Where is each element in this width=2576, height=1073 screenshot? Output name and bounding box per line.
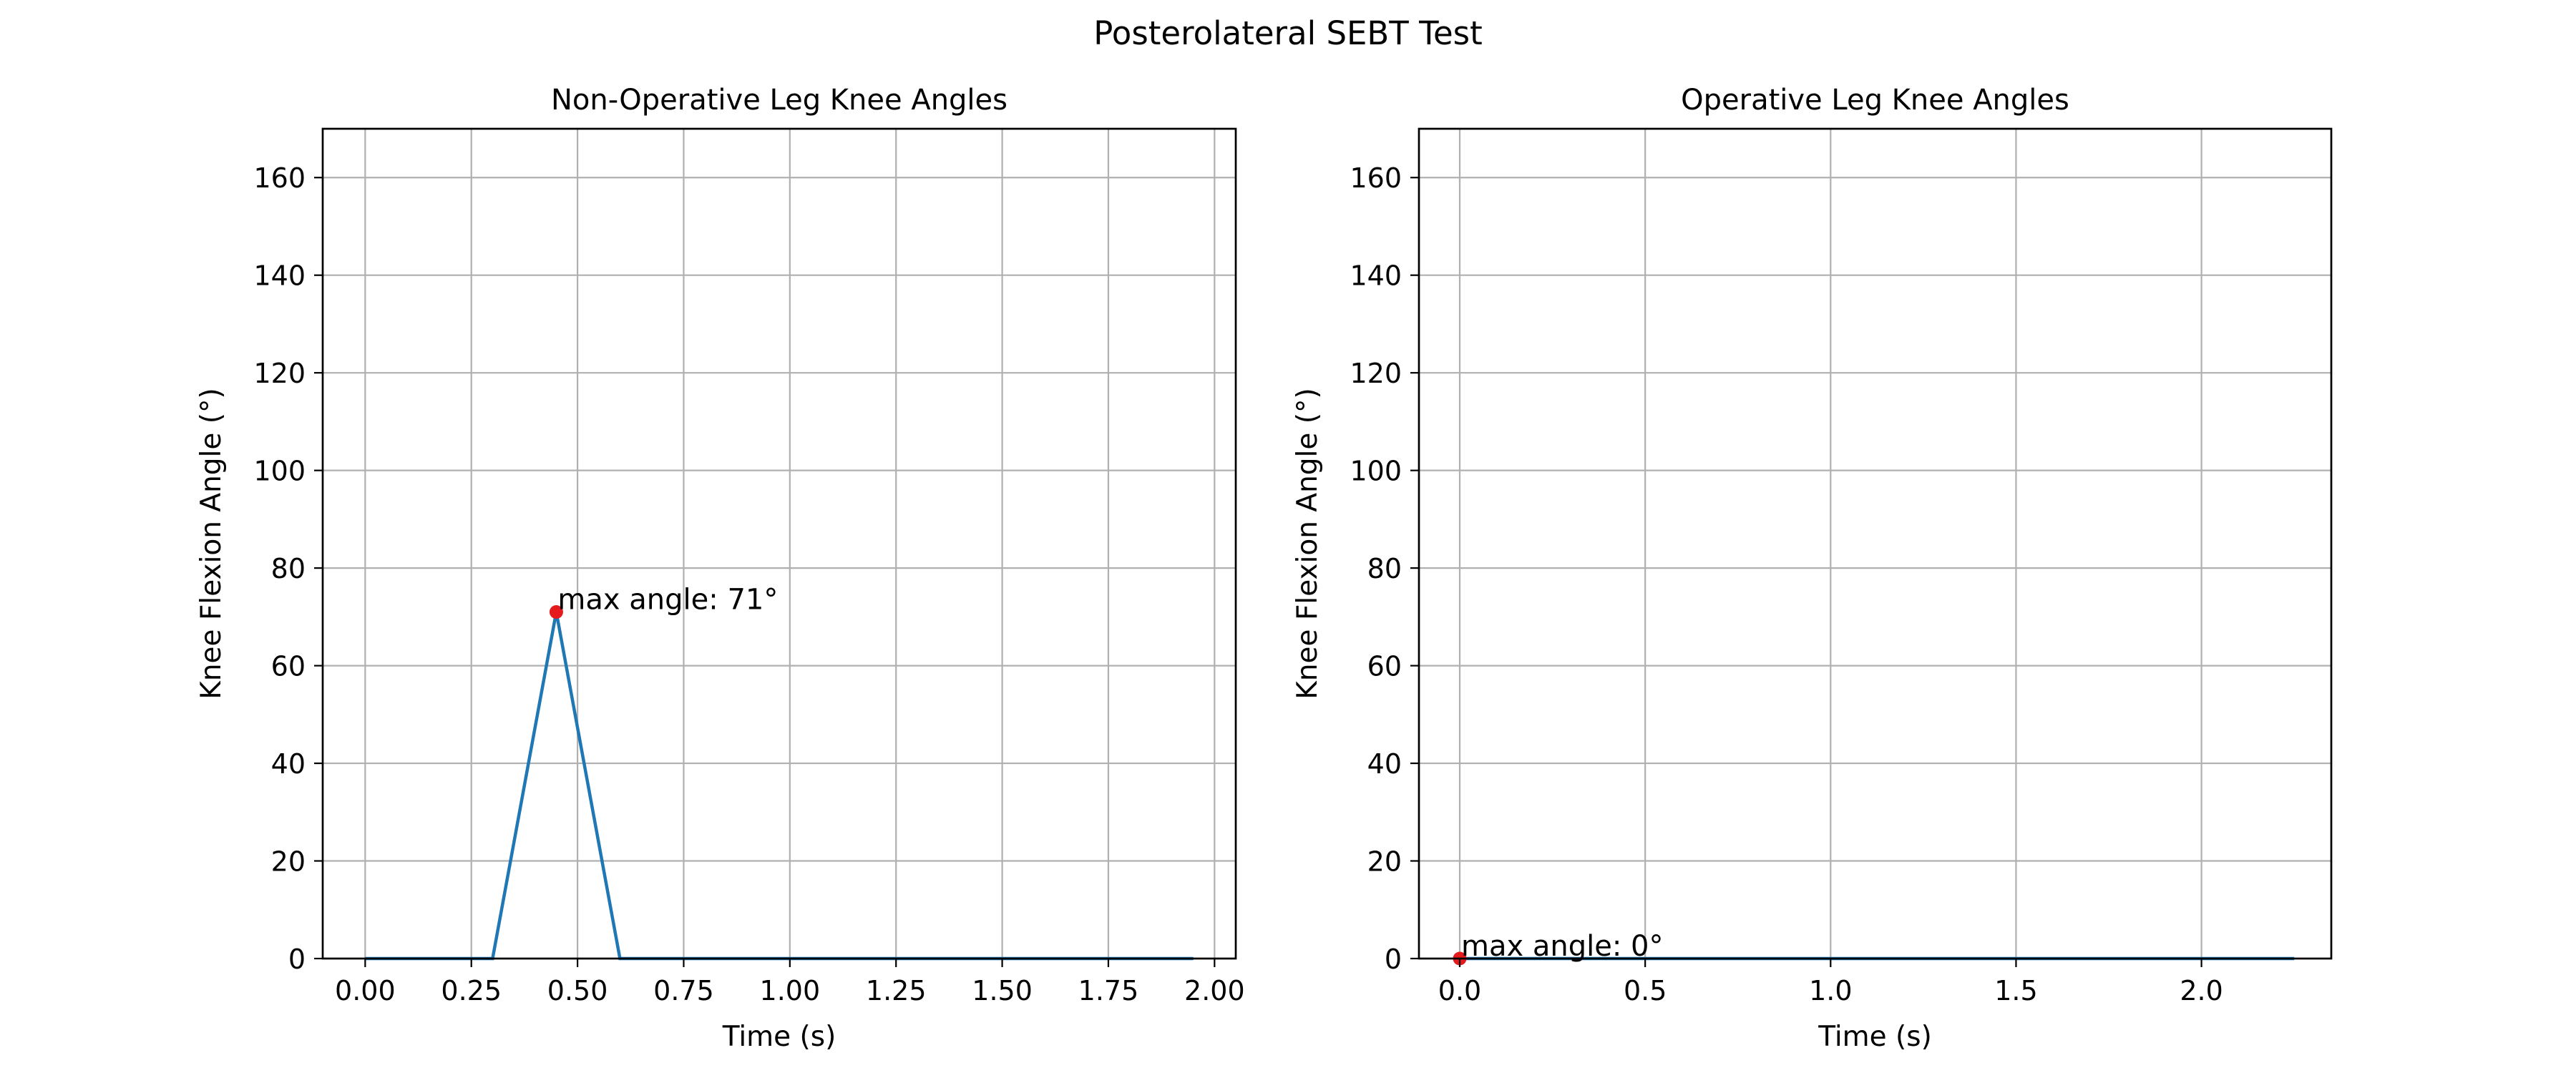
x-axis-label: Time (s) <box>722 1021 836 1053</box>
x-axis-label: Time (s) <box>1818 1021 1932 1053</box>
x-tick-label: 0.25 <box>441 975 502 1006</box>
plot-operative: max angle: 0° 0.0 0.5 1.0 1.5 2.0 0 20 40 60 80 100… <box>1292 84 2333 1053</box>
x-tick-label: 1.50 <box>972 975 1033 1006</box>
chart-title: Non-Operative Leg Knee Angles <box>551 84 1008 117</box>
x-tick-label: 2.00 <box>1184 975 1245 1006</box>
x-tick-label: 0.75 <box>653 975 714 1006</box>
x-tick-label: 0.5 <box>1624 975 1667 1006</box>
x-tick-label: 1.75 <box>1078 975 1139 1006</box>
y-tick-label: 80 <box>1367 553 1402 584</box>
axes-frame <box>1418 127 2333 960</box>
figure-suptitle: Posterolateral SEBT Test <box>1093 14 1482 52</box>
x-tick-label: 0.50 <box>547 975 608 1006</box>
y-tick-label: 140 <box>253 260 306 292</box>
y-tick-label: 20 <box>1367 846 1402 878</box>
y-tick-label: 100 <box>253 456 306 487</box>
max-point-marker <box>549 605 563 619</box>
x-tick-label: 0.00 <box>335 975 396 1006</box>
y-tick-label: 100 <box>1350 456 1402 487</box>
y-tick-label: 160 <box>253 162 306 194</box>
axes-frame <box>321 127 1237 960</box>
y-tick-label: 40 <box>271 748 306 780</box>
x-tick-label: 1.0 <box>1809 975 1852 1006</box>
y-tick-label: 60 <box>1367 651 1402 682</box>
max-angle-annotation: max angle: 0° <box>1461 930 1663 963</box>
plot-non-operative: max angle: 71° 0.00 0.25 0.50 0.75 1.00 1.25 1.… <box>195 84 1245 1053</box>
y-tick-label: 140 <box>1350 260 1402 292</box>
x-tick-label: 0.0 <box>1438 975 1481 1006</box>
y-tick-label: 120 <box>253 358 306 389</box>
y-tick-label: 40 <box>1367 748 1402 780</box>
max-angle-annotation: max angle: 71° <box>557 584 778 617</box>
chart-title: Operative Leg Knee Angles <box>1681 84 2069 117</box>
y-tick-label: 60 <box>271 651 306 682</box>
x-tick-label: 2.0 <box>2180 975 2223 1006</box>
y-tick-label: 120 <box>1350 358 1402 389</box>
y-tick-label: 0 <box>288 944 306 975</box>
y-tick-label: 160 <box>1350 162 1402 194</box>
y-tick-label: 20 <box>271 846 306 878</box>
y-axis-label: Knee Flexion Angle (°) <box>195 388 228 699</box>
x-tick-label: 1.00 <box>760 975 821 1006</box>
y-tick-label: 0 <box>1385 944 1402 975</box>
x-tick-label: 1.5 <box>1994 975 2037 1006</box>
y-axis-label: Knee Flexion Angle (°) <box>1292 388 1324 699</box>
y-tick-label: 80 <box>271 553 306 584</box>
x-tick-label: 1.25 <box>866 975 927 1006</box>
